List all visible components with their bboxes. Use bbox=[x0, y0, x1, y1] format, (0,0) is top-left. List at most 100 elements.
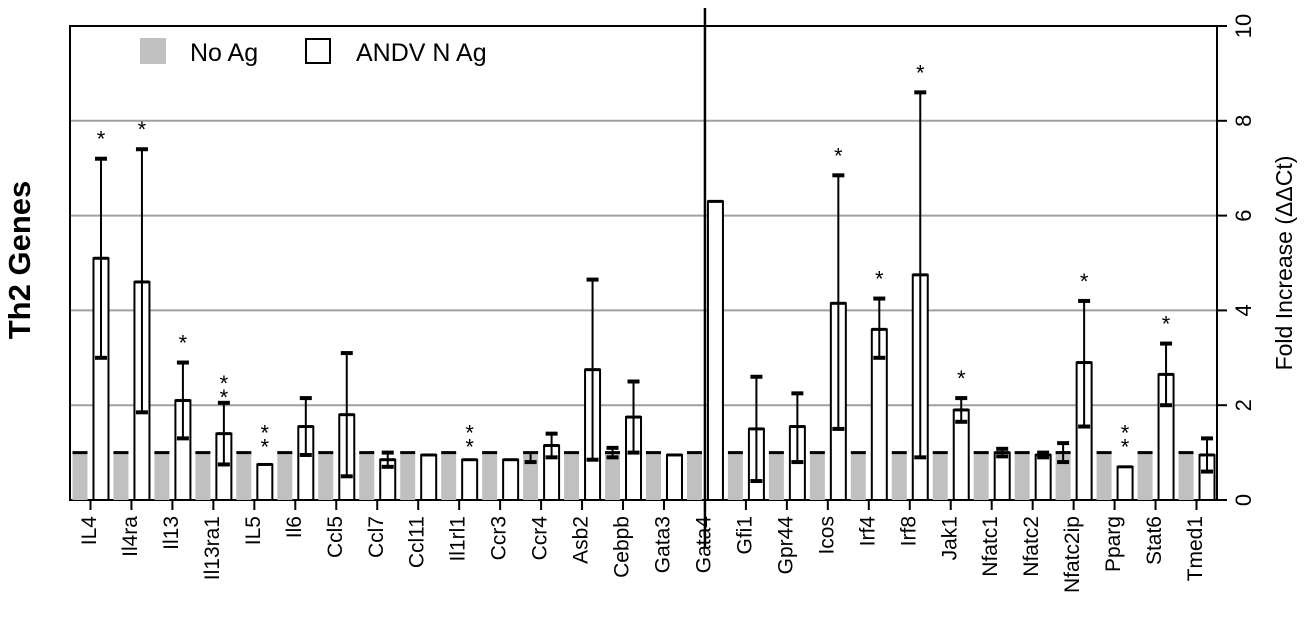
bar-no-ag bbox=[768, 452, 784, 500]
bar-andv-n-ag bbox=[665, 453, 683, 501]
significance-marker: * bbox=[220, 371, 229, 396]
bar-group-il4: * bbox=[72, 127, 110, 502]
legend-swatch-no-ag bbox=[140, 38, 166, 64]
bar-group-nfatc2 bbox=[1014, 450, 1052, 501]
bar-no-ag bbox=[1096, 452, 1112, 500]
bar-group-tmed1 bbox=[1178, 436, 1216, 501]
x-tick-label: Irf4 bbox=[856, 516, 879, 547]
legend-label-andv-n-ag: ANDV N Ag bbox=[356, 39, 487, 67]
significance-marker: * bbox=[1121, 421, 1130, 446]
bar-no-ag bbox=[973, 452, 989, 500]
x-tick-label: Icos bbox=[815, 516, 838, 555]
x-tick-label: IL4 bbox=[78, 516, 101, 546]
x-tick-label: Gata4 bbox=[692, 516, 715, 574]
x-tick-label: Pparg bbox=[1102, 516, 1125, 572]
bar-andv-n-ag bbox=[1034, 453, 1052, 501]
bar-no-ag bbox=[891, 452, 907, 500]
x-tick-label: Gfi1 bbox=[733, 516, 756, 555]
bar-no-ag bbox=[195, 452, 211, 500]
bar-no-ag bbox=[809, 452, 825, 500]
bar-group-stat6: * bbox=[1137, 312, 1175, 502]
bar-group-irf8: * bbox=[891, 60, 929, 501]
significance-marker: * bbox=[875, 267, 884, 292]
significance-marker: * bbox=[1162, 312, 1171, 337]
bar-group-irf4: * bbox=[850, 267, 888, 501]
x-tick-label: Gpr44 bbox=[774, 516, 797, 575]
x-tick-label: Gata3 bbox=[652, 516, 675, 573]
bar-group-cebpb bbox=[605, 379, 643, 501]
bar-andv-n-ag bbox=[706, 200, 724, 501]
bar-andv-n-ag bbox=[993, 451, 1011, 502]
bar-group-gata4 bbox=[686, 199, 724, 501]
bar-group-il4ra: * bbox=[113, 117, 151, 501]
significance-marker: * bbox=[97, 127, 106, 152]
significance-marker: * bbox=[465, 435, 474, 460]
significance-marker: * bbox=[261, 435, 270, 460]
x-tick-label: Cebpb bbox=[611, 516, 634, 578]
bar-andv-n-ag bbox=[1116, 465, 1134, 502]
bar-no-ag bbox=[236, 452, 252, 500]
significance-marker: * bbox=[957, 366, 966, 391]
bar-group-il1rl1: ** bbox=[441, 421, 479, 501]
bar-group-il13ra1: ** bbox=[195, 371, 233, 502]
bar-andv-n-ag bbox=[420, 453, 438, 501]
x-tick-label: Irf8 bbox=[897, 516, 920, 546]
x-tick-label: Ccr3 bbox=[488, 516, 511, 560]
bar-no-ag bbox=[441, 452, 457, 500]
bar-group-jak1: * bbox=[932, 366, 970, 501]
y-tick-label: 0 bbox=[1231, 494, 1256, 506]
bar-no-ag bbox=[523, 452, 539, 500]
x-tick-label: Il4ra bbox=[119, 516, 142, 557]
x-tick-label: Il13ra1 bbox=[201, 516, 224, 580]
y-tick-label: 10 bbox=[1231, 14, 1256, 38]
bar-group-gfi1 bbox=[727, 374, 765, 501]
bar-group-asb2 bbox=[564, 277, 602, 501]
bar-no-ag bbox=[686, 452, 702, 500]
legend-swatch-andv-n-ag bbox=[305, 38, 331, 64]
bar-no-ag bbox=[113, 452, 129, 500]
bar-no-ag bbox=[1137, 452, 1153, 500]
bar-group-il5: ** bbox=[236, 421, 274, 502]
bar-group-gpr44 bbox=[768, 391, 806, 501]
bar-group-il13: * bbox=[154, 331, 192, 501]
bar-no-ag bbox=[850, 452, 866, 500]
x-tick-label: Nfatc1 bbox=[979, 516, 1002, 577]
bars: * **************** bbox=[72, 60, 1216, 502]
bar-no-ag bbox=[1014, 452, 1030, 500]
significance-marker: * bbox=[834, 143, 843, 168]
bar-group-ccl5 bbox=[318, 351, 356, 501]
bar-group-il6 bbox=[277, 396, 315, 501]
x-tick-label: Ccl5 bbox=[324, 516, 347, 558]
significance-marker: * bbox=[465, 421, 474, 446]
bar-no-ag bbox=[277, 452, 293, 500]
significance-marker: * bbox=[261, 421, 270, 446]
bar-andv-n-ag bbox=[256, 463, 274, 502]
plot-frame bbox=[69, 25, 1218, 501]
x-tick-label: Tmed1 bbox=[1184, 516, 1207, 581]
bar-andv-n-ag bbox=[502, 458, 520, 501]
significance-marker: * bbox=[179, 331, 188, 356]
x-tick-label: Nfatc2 bbox=[1020, 516, 1043, 577]
x-tick-label: Ccl7 bbox=[365, 516, 388, 558]
x-axis: IL4 Il4ra Il13 Il13ra1 IL5 Il6 Ccl5 Ccl7 Ccl11 Il… bbox=[78, 500, 1207, 593]
x-tick-label: Jak1 bbox=[938, 516, 961, 560]
significance-marker: * bbox=[1121, 435, 1130, 460]
x-tick-label: Ccl11 bbox=[406, 516, 429, 568]
x-tick-label: Il6 bbox=[283, 516, 306, 538]
y-tick-label: 2 bbox=[1231, 399, 1256, 411]
y-tick-label: 6 bbox=[1231, 209, 1256, 221]
significance-marker: * bbox=[916, 60, 925, 85]
significance-marker: * bbox=[220, 385, 229, 410]
significance-marker: * bbox=[138, 117, 147, 142]
y-tick-label: 8 bbox=[1231, 115, 1256, 127]
bar-no-ag bbox=[400, 452, 416, 500]
bar-group-ccl7 bbox=[359, 450, 397, 501]
x-tick-label: Stat6 bbox=[1143, 516, 1166, 565]
x-tick-label: IL5 bbox=[242, 516, 265, 545]
x-tick-label: Il1rl1 bbox=[447, 516, 470, 562]
x-tick-label: Nfatc2ip bbox=[1061, 516, 1084, 593]
legend: No Ag ANDV N Ag bbox=[140, 38, 487, 67]
bar-group-icos: * bbox=[809, 143, 847, 502]
y-axis-label: Fold Increase (ΔΔCt) bbox=[1271, 156, 1297, 371]
